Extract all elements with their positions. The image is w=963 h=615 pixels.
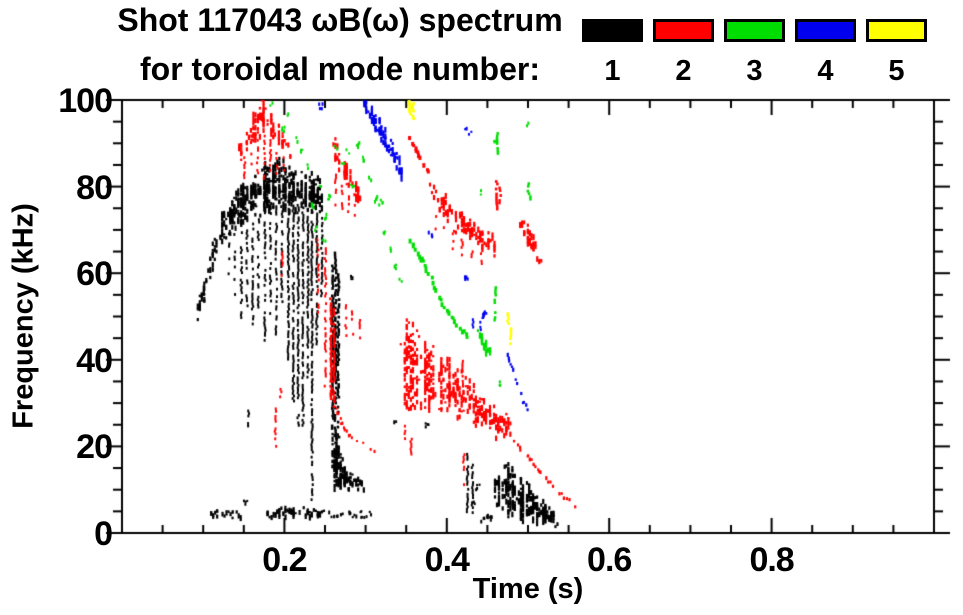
legend-item: 4 — [795, 19, 856, 86]
y-tick-label: 100 — [58, 82, 113, 120]
chart-title-line1: Shot 117043 ωB(ω) spectrum — [117, 2, 563, 38]
chart-title-line2: for toroidal mode number: — [140, 51, 540, 87]
x-tick-label: 0.8 — [749, 541, 794, 579]
x-tick-label: 0.4 — [424, 541, 470, 579]
y-tick-label: 80 — [76, 168, 113, 207]
legend-swatch — [653, 19, 714, 42]
legend: 1 2 3 4 5 — [582, 19, 927, 86]
legend-swatch — [724, 19, 785, 42]
legend-label: 4 — [817, 55, 834, 87]
y-tick-label: 20 — [76, 428, 113, 467]
legend-swatch — [582, 19, 643, 42]
y-tick-label: 60 — [76, 255, 113, 294]
legend-item: 3 — [724, 19, 785, 86]
legend-swatch — [795, 19, 856, 42]
legend-label: 5 — [888, 55, 905, 87]
legend-item: 5 — [866, 19, 927, 86]
x-tick-label: 0.2 — [262, 541, 307, 579]
x-axis-title: Time (s) — [472, 573, 584, 605]
legend-item: 2 — [653, 19, 714, 86]
y-tick-label: 0 — [94, 515, 113, 553]
legend-label: 3 — [746, 55, 763, 87]
legend-swatch — [866, 19, 927, 42]
y-axis-title: Frequency (kHz) — [7, 203, 40, 429]
legend-label: 1 — [604, 55, 621, 87]
legend-label: 2 — [675, 55, 692, 87]
legend-item: 1 — [582, 19, 643, 86]
x-tick-label: 0.6 — [587, 541, 632, 579]
y-tick-label: 40 — [76, 341, 113, 380]
